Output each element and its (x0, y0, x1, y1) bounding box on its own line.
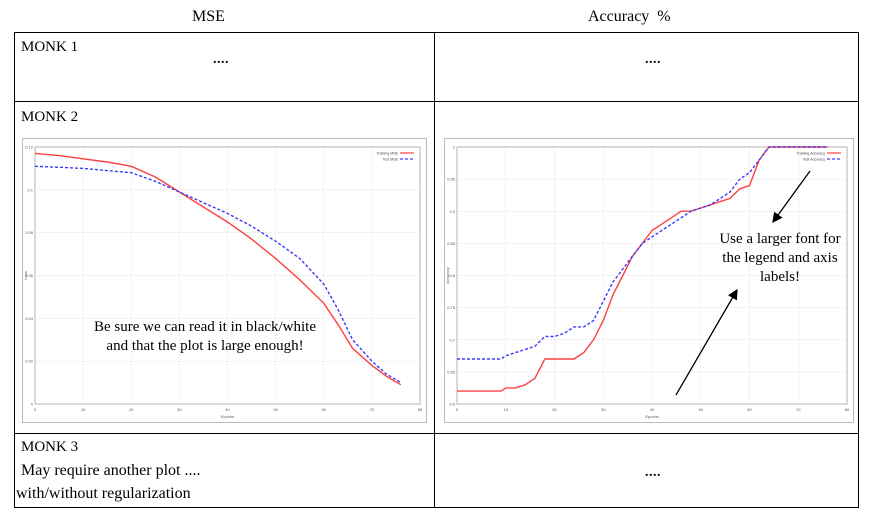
x-tick-label: 40 (225, 407, 230, 412)
mse-plot: 0 10 20 30 40 50 60 70 80 0 0.02 0.04 0.06 0.08 0.1 0.1… (22, 138, 427, 423)
row-divider (14, 32, 859, 33)
row-label-monk3: MONK 3 (21, 439, 79, 455)
y-axis-label: Accuracy (445, 267, 450, 283)
arrow-to-legend (772, 170, 811, 224)
x-tick-label: 10 (504, 407, 509, 412)
monk3-note-line2: with/without regularization (16, 485, 191, 502)
col-divider (434, 32, 435, 508)
legend-label: Test Accuracy (803, 157, 825, 161)
accuracy-annotation: Use a larger font for the legend and axi… (700, 230, 860, 287)
legend-label: Training Accuracy (797, 151, 826, 155)
y-tick-label: 1 (453, 145, 456, 150)
row-divider (14, 507, 859, 508)
placeholder-dots: .... (645, 465, 661, 480)
annotation-line: the legend and axis (722, 250, 838, 266)
x-tick-label: 50 (273, 407, 278, 412)
x-tick-label: 0 (456, 407, 459, 412)
x-axis-label: Epochs (645, 414, 658, 419)
header-accuracy: Accuracy % (588, 8, 671, 25)
x-tick-label: 70 (796, 407, 801, 412)
x-tick-label: 20 (129, 407, 134, 412)
row-label-monk1: MONK 1 (21, 39, 79, 55)
legend-label: Test MSE (383, 157, 399, 161)
x-tick-label: 0 (34, 407, 37, 412)
annotation-line: Be sure we can read it in black/white (94, 319, 316, 335)
x-tick-label: 30 (601, 407, 606, 412)
row-divider (14, 101, 859, 102)
y-tick-label: 0.85 (447, 241, 456, 246)
placeholder-dots: .... (645, 52, 661, 67)
annotation-line: and that the plot is large enough! (106, 338, 304, 354)
series-line-1 (457, 146, 828, 360)
col-divider (858, 32, 859, 508)
x-tick-label: 10 (81, 407, 86, 412)
annotation-line: Use a larger font for (719, 231, 841, 247)
x-tick-label: 70 (370, 407, 375, 412)
y-axis-label: Loss (23, 271, 28, 279)
placeholder-dots: .... (213, 52, 229, 67)
y-tick-label: 0.6 (449, 402, 455, 407)
y-tick-label: 0 (31, 402, 34, 407)
y-tick-label: 0.8 (449, 273, 455, 278)
annotation-line: labels! (760, 269, 800, 285)
y-tick-label: 0.65 (447, 369, 456, 374)
x-axis-label: Epochs (221, 414, 234, 419)
header-mse: MSE (192, 8, 225, 25)
col-divider (14, 32, 15, 508)
accuracy-plot: 0 10 20 30 40 50 60 70 80 0.6 0.65 0.7 0.75 0.8 0.85 0.… (444, 138, 854, 423)
y-tick-label: 0.1 (27, 187, 33, 192)
y-tick-label: 0.12 (25, 145, 34, 150)
x-tick-label: 30 (177, 407, 182, 412)
y-tick-label: 0.75 (447, 305, 456, 310)
y-tick-label: 0.95 (447, 177, 456, 182)
y-tick-label: 0.9 (449, 209, 455, 214)
arrow-to-axis (675, 288, 738, 396)
monk3-note-line1: May require another plot .... (21, 462, 201, 479)
x-tick-label: 60 (747, 407, 752, 412)
x-tick-label: 80 (418, 407, 423, 412)
legend-label: Training MSE (376, 151, 398, 155)
x-tick-label: 50 (699, 407, 704, 412)
row-divider (14, 433, 859, 434)
series-line-0 (34, 152, 402, 386)
y-tick-label: 0.7 (449, 337, 455, 342)
accuracy-chart: 0 10 20 30 40 50 60 70 80 0.6 0.65 0.7 0.75 0.8 0.85 0.… (445, 145, 850, 420)
x-tick-label: 80 (845, 407, 850, 412)
mse-chart: 0 10 20 30 40 50 60 70 80 0 0.02 0.04 0.06 0.08 0.1 0.1… (23, 145, 423, 420)
x-tick-label: 20 (552, 407, 557, 412)
mse-annotation: Be sure we can read it in black/white an… (40, 318, 370, 356)
y-tick-label: 0.08 (25, 230, 34, 235)
x-tick-label: 40 (650, 407, 655, 412)
y-tick-label: 0.06 (25, 273, 34, 278)
y-tick-label: 0.02 (25, 359, 34, 364)
y-tick-label: 0.04 (25, 316, 34, 321)
x-tick-label: 60 (322, 407, 327, 412)
row-label-monk2: MONK 2 (21, 109, 79, 125)
